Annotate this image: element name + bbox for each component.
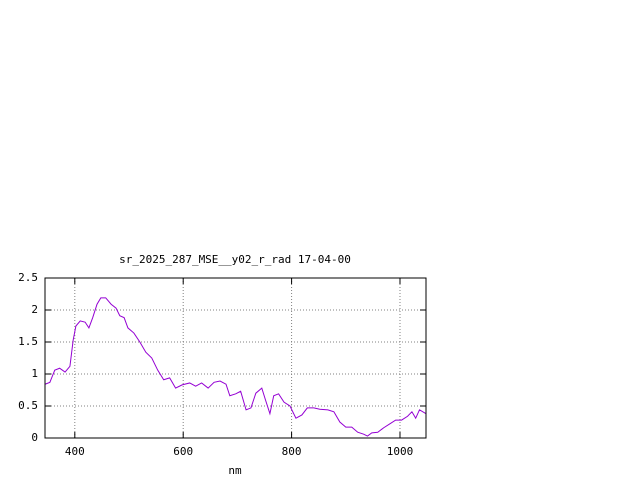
x-axis-label: nm — [228, 464, 242, 477]
y-tick-label: 2.5 — [18, 271, 38, 284]
x-tick-label: 400 — [65, 445, 85, 458]
data-line — [44, 297, 427, 437]
x-tick-label: 800 — [282, 445, 302, 458]
y-tick-label: 1.5 — [18, 335, 38, 348]
y-tick-label: 0 — [31, 431, 38, 444]
y-tick-label: 2 — [31, 303, 38, 316]
y-tick-label: 1 — [31, 367, 38, 380]
x-tick-label: 1000 — [387, 445, 414, 458]
y-tick-label: 0.5 — [18, 399, 38, 412]
x-tick-label: 600 — [173, 445, 193, 458]
chart-title: sr_2025_287_MSE__y02_r_rad 17-04-00 — [119, 253, 351, 266]
plot-frame — [44, 277, 427, 439]
